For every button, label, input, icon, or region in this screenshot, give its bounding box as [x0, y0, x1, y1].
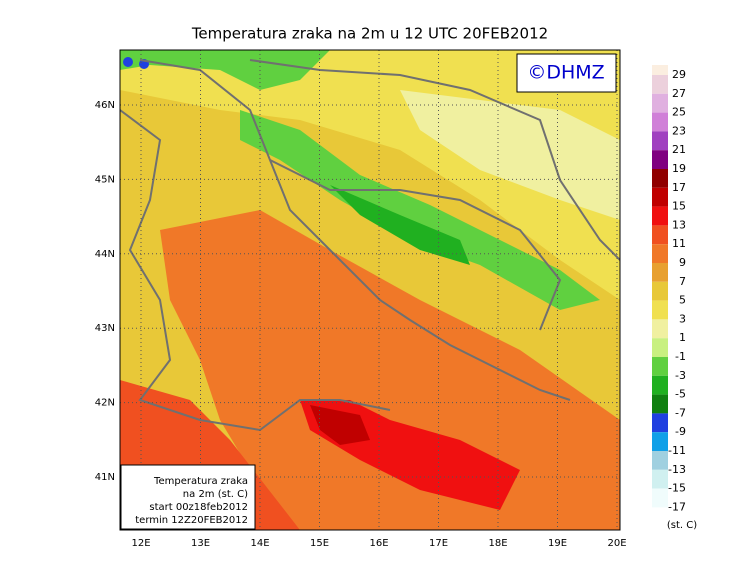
colorbar-box [652, 488, 668, 508]
colorbar-box [652, 281, 668, 301]
info-box [120, 464, 256, 530]
colorbar-label: 17 [672, 181, 686, 194]
colorbar-label: -7 [675, 406, 686, 419]
colorbar-box [652, 338, 668, 357]
graticule: 12E 13E 14E 15E 16E 17E 18E 19E 20E 46N 45N 44N 43N 4… [95, 50, 627, 549]
border [269, 159, 562, 331]
info-line: start 00z18feb2012 [149, 502, 248, 513]
lon-tick-label: 15E [310, 538, 329, 549]
colorbar-box [652, 394, 668, 414]
colorbar-box [652, 187, 668, 207]
info-line: termin 12Z20FEB2012 [135, 515, 248, 526]
colorbar-label: -11 [668, 444, 686, 457]
colorbar-box [652, 244, 668, 263]
colorbar-label: 15 [672, 200, 686, 213]
colorbar-label: -5 [675, 388, 686, 401]
colorbar-label: 21 [672, 143, 686, 156]
colorbar-box [652, 169, 668, 188]
colorbar-box [652, 432, 668, 451]
field-hottest [310, 405, 370, 445]
lat-tick-label: 42N [95, 398, 115, 409]
lon-tick-label: 14E [250, 538, 269, 549]
colorbar-box [652, 263, 668, 282]
lon-tick-label: 19E [548, 538, 567, 549]
lon-tick-label: 18E [488, 538, 507, 549]
colorbar-label: -13 [668, 463, 686, 476]
coastline [120, 109, 391, 432]
colorbar-label: -1 [675, 350, 686, 363]
coastline [139, 59, 571, 401]
colorbar-label: 13 [672, 218, 686, 231]
colorbar-label: 23 [672, 124, 686, 137]
map-title: Temperatura zraka na 2m u 12 UTC 20FEB20… [191, 25, 548, 43]
colorbar-box [652, 225, 668, 245]
colorbar-box [652, 112, 668, 132]
info-line: na 2m (st. C) [183, 489, 248, 500]
lat-tick-label: 43N [95, 323, 115, 334]
lon-tick-label: 13E [191, 538, 210, 549]
colorbar-label: -3 [675, 369, 686, 382]
colorbar-box [652, 93, 668, 113]
colorbar-box [652, 469, 668, 489]
info-lines: Temperatura zraka na 2m (st. C) start 00z1… [135, 476, 248, 526]
colorbar-label: -15 [668, 482, 686, 495]
colorbar-box [652, 206, 668, 226]
colorbar-box [652, 65, 668, 75]
colorbar-label: -17 [668, 500, 686, 513]
copyright: ©DHMZ [527, 62, 604, 84]
field-cold-spot [123, 57, 133, 67]
logo-box [516, 53, 617, 93]
field-adriatic [160, 210, 620, 530]
colorbar-label: 5 [679, 294, 686, 307]
colorbar-box [652, 150, 668, 169]
info-line: Temperatura zraka [153, 476, 248, 487]
lon-tick-label: 16E [369, 538, 388, 549]
colorbar-box [652, 75, 668, 94]
colorbar-box [652, 300, 668, 320]
lat-tick-label: 44N [95, 249, 115, 260]
map-frame [119, 49, 621, 531]
lat-tick-label: 46N [95, 100, 115, 111]
lon-tick-label: 12E [131, 538, 150, 549]
colorbar-box [652, 451, 668, 470]
colorbar-label: 9 [679, 256, 686, 269]
field-cold-dinaric [240, 110, 600, 310]
colorbar-label: 7 [679, 275, 686, 288]
field-cold-core [330, 185, 470, 265]
colorbar-label: -9 [675, 425, 686, 438]
colorbar: 29 27 25 23 21 19 17 15 13 11 9 7 5 3 1 -1 -3 -5 -7 -9 -11 -1… [652, 65, 697, 531]
colorbar-label: 11 [672, 237, 686, 250]
lon-tick-label: 17E [429, 538, 448, 549]
colorbar-box [652, 357, 668, 376]
lat-tick-label: 41N [95, 472, 115, 483]
lat-tick-label: 45N [95, 174, 115, 185]
colorbar-box [652, 375, 668, 395]
colorbar-box [652, 131, 668, 151]
colorbar-label: 29 [672, 68, 686, 81]
colorbar-box [652, 319, 668, 339]
temperature-field [120, 50, 620, 530]
colorbar-label: 25 [672, 106, 686, 119]
colorbar-box [652, 413, 668, 433]
colorbar-label: 27 [672, 87, 686, 100]
colorbar-label: 3 [679, 312, 686, 325]
colorbar-label: 19 [672, 162, 686, 175]
lon-tick-label: 20E [607, 538, 626, 549]
colorbar-unit: (st. C) [667, 520, 697, 531]
field-cold-alps [120, 50, 330, 90]
colorbar-label: 1 [679, 331, 686, 344]
